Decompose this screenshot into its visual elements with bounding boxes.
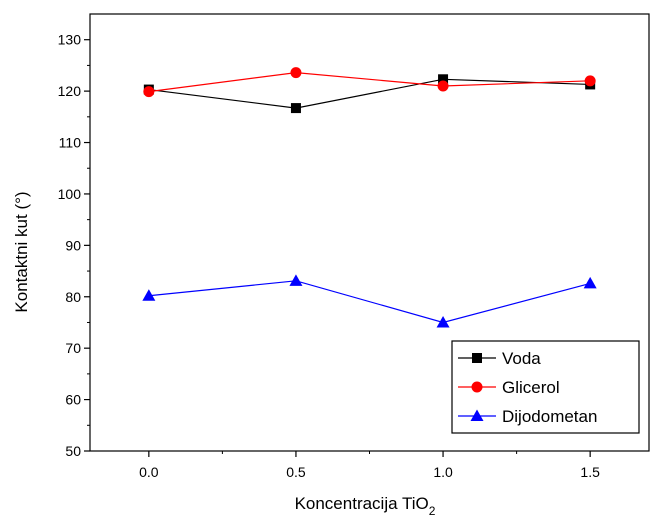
x-tick-label: 1.0 [433,464,453,480]
data-point [289,274,303,286]
legend-label: Glicerol [502,378,560,397]
legend-label: Voda [502,349,541,368]
legend-item-glicerol: Glicerol [458,378,560,397]
data-point [142,289,156,301]
x-tick-label: 0.0 [139,464,159,480]
y-tick-label: 130 [58,32,82,48]
data-point [437,80,449,92]
series-line [148,78,591,109]
y-tick-label: 100 [58,186,82,202]
x-axis-title: Koncentracija TiO2 [295,494,436,518]
x-axis: 0.0 0.5 1.0 1.5 [139,451,600,480]
series-voda [143,74,596,114]
y-tick-label: 110 [59,135,82,151]
x-axis-title-main: Koncentracija TiO [295,494,429,513]
y-tick-label: 70 [65,340,81,356]
y-tick-label: 120 [58,83,82,99]
legend-item-dijodometan: Dijodometan [458,407,597,426]
series-dijodometan [142,274,597,328]
y-tick-label: 90 [65,237,81,253]
y-tick-label: 80 [65,289,81,305]
series-layer [142,67,597,328]
data-point [290,67,302,79]
data-point [290,103,301,114]
data-point [583,276,597,289]
legend-marker [471,381,483,393]
data-point [436,315,450,328]
y-axis: 50 60 70 80 90 100 110 120 130 [58,32,90,459]
data-point [143,86,155,98]
data-point [584,75,596,87]
x-axis-title-subscript: 2 [429,504,436,518]
y-tick-label: 60 [65,392,81,408]
legend-label: Dijodometan [502,407,597,426]
data-point [438,74,449,85]
legend-marker [470,409,484,421]
legend: Voda Glicerol Dijodometan [451,340,640,434]
x-tick-label: 1.5 [580,464,600,480]
series-glicerol [143,67,596,98]
legend-marker [472,353,482,363]
x-tick-label: 0.5 [286,464,306,480]
y-axis-title: Kontaktni kut (°) [12,191,31,312]
series-line [148,280,591,324]
series-line [148,72,591,93]
legend-item-voda: Voda [458,349,541,368]
y-tick-label: 50 [65,443,81,459]
